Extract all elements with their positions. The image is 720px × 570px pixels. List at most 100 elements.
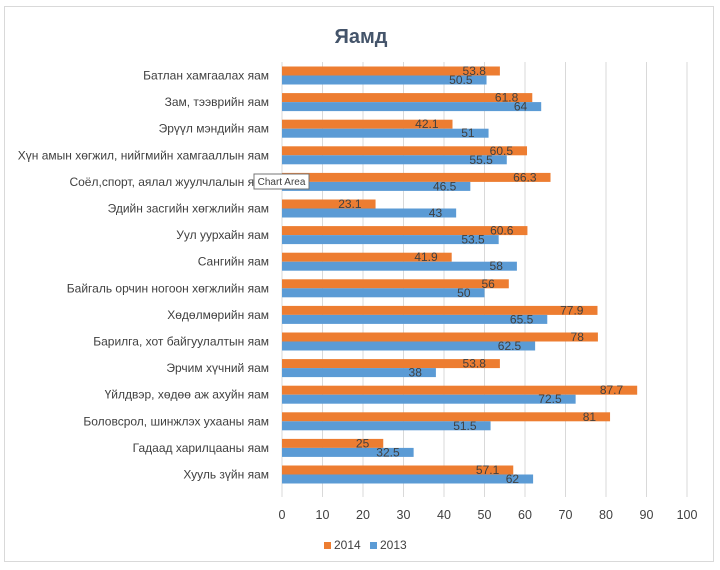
bar-2014[interactable]: [282, 279, 509, 289]
bar-2013[interactable]: [282, 474, 534, 484]
bars: [282, 66, 638, 484]
data-label-2014: 60.5: [490, 144, 514, 158]
labels: 0 10 20 30 40 50 60 70 80 90 100 Батлан хамгаалах я…: [18, 64, 698, 522]
bar-2014[interactable]: [282, 305, 598, 315]
data-label-2013: 53.5: [461, 233, 485, 247]
bar-2014[interactable]: [282, 119, 453, 129]
category-label: Уул уурхайн яам: [176, 228, 269, 242]
x-tick-label: 30: [397, 508, 411, 522]
category-label: Эрчим хүчний яам: [166, 361, 269, 375]
bar-2014[interactable]: [282, 93, 533, 103]
x-tick-label: 90: [640, 508, 654, 522]
chart-area[interactable]: Яамд 0 10 20 30 40 50 60 70 80 90 100 Батлан хамгаа…: [4, 6, 714, 562]
bar-2014[interactable]: [282, 146, 528, 156]
category-label: Эрүүл мэндийн яам: [159, 122, 269, 136]
bar-2014[interactable]: [282, 465, 514, 475]
bar-2014[interactable]: [282, 385, 638, 395]
x-tick-label: 0: [279, 508, 286, 522]
data-label-2013: 51.5: [453, 419, 477, 433]
data-label-2014: 23.1: [338, 197, 362, 211]
category-label: Сангийн яам: [198, 255, 269, 269]
bar-2013[interactable]: [282, 155, 507, 165]
bar-2014[interactable]: [282, 226, 528, 236]
data-label-2014: 56: [481, 277, 495, 291]
bar-2013[interactable]: [282, 421, 491, 431]
bar-2013[interactable]: [282, 235, 499, 245]
data-label-2013: 50: [457, 286, 471, 300]
data-label-2013: 58: [490, 259, 504, 273]
bar-2014[interactable]: [282, 172, 551, 182]
tooltip-text: Chart Area: [258, 177, 306, 188]
legend-swatch-2014: [324, 542, 331, 549]
category-label: Хүн амын хөгжил, нийгмийн хамгааллын яам: [18, 148, 269, 162]
x-tick-label: 40: [437, 508, 451, 522]
data-label-2013: 64: [514, 100, 528, 114]
x-tick-label: 70: [559, 508, 573, 522]
bar-2013[interactable]: [282, 261, 517, 271]
bar-2013[interactable]: [282, 314, 548, 324]
data-label-2013: 62: [506, 472, 520, 486]
bar-2014[interactable]: [282, 438, 384, 448]
data-label-2013: 50.5: [449, 73, 473, 87]
data-label-2014: 66.3: [513, 170, 537, 184]
category-label: Батлан хамгаалах яам: [143, 69, 269, 83]
category-label: Соёл,спорт, аялал жуулчлалын яам: [69, 175, 269, 189]
data-label-2013: 38: [409, 366, 423, 380]
data-label-2014: 87.7: [600, 383, 624, 397]
data-label-2014: 53.8: [463, 357, 487, 371]
data-label-2013: 46.5: [433, 179, 457, 193]
data-label-2013: 65.5: [510, 312, 534, 326]
data-label-2013: 55.5: [469, 153, 493, 167]
data-label-2013: 62.5: [498, 339, 522, 353]
bar-2014[interactable]: [282, 199, 376, 209]
x-tick-label: 80: [599, 508, 613, 522]
bar-2013[interactable]: [282, 102, 542, 112]
data-label-2014: 41.9: [414, 250, 438, 264]
category-label: Үйлдвэр, хөдөө аж ахуйн яам: [105, 388, 269, 402]
bar-2013[interactable]: [282, 368, 436, 378]
bar-2013[interactable]: [282, 447, 414, 457]
bar-2013[interactable]: [282, 394, 576, 404]
data-label-2014: 81: [583, 410, 597, 424]
bar-2014[interactable]: [282, 412, 611, 422]
bar-2014[interactable]: [282, 332, 598, 342]
category-label: Барилга, хот байгуулалтын яам: [93, 335, 269, 349]
bar-2013[interactable]: [282, 341, 536, 351]
bar-2014[interactable]: [282, 252, 452, 262]
legend: 2014 2013: [324, 538, 407, 552]
data-label-2014: 42.1: [415, 117, 439, 131]
data-label-2013: 72.5: [538, 392, 562, 406]
x-tick-label: 50: [478, 508, 492, 522]
bar-2013[interactable]: [282, 208, 457, 218]
chart-area-tooltip: Chart Area: [253, 173, 310, 190]
bar-2013[interactable]: [282, 75, 487, 85]
data-label-2014: 57.1: [476, 463, 500, 477]
legend-label-2013: 2013: [380, 538, 407, 552]
category-label: Хөдөлмөрийн яам: [167, 308, 269, 322]
x-tick-label: 60: [518, 508, 532, 522]
category-label: Боловсрол, шинжлэх ухааны яам: [83, 414, 269, 428]
bar-2013[interactable]: [282, 128, 489, 138]
data-label-2014: 25: [356, 436, 370, 450]
data-label-2014: 61.8: [495, 91, 519, 105]
category-label: Эдийн засгийн хөгжлийн яам: [108, 202, 269, 216]
data-label-2013: 43: [429, 206, 443, 220]
tooltip-box: [253, 173, 310, 190]
bar-2014[interactable]: [282, 359, 500, 369]
category-label: Хууль зүйн яам: [183, 468, 269, 482]
legend-label-2014: 2014: [334, 538, 361, 552]
x-tick-label: 20: [356, 508, 370, 522]
chart-title: Яамд: [335, 26, 388, 48]
x-tick-label: 100: [677, 508, 698, 522]
data-label-2014: 53.8: [463, 64, 487, 78]
bar-2013[interactable]: [282, 181, 471, 191]
category-label: Байгаль орчин ногоон хөгжлийн яам: [67, 281, 269, 295]
category-label: Гадаад харилцааны яам: [133, 441, 269, 455]
data-label-2013: 32.5: [376, 445, 400, 459]
data-label-2014: 77.9: [560, 303, 584, 317]
category-label: Зам, тээврийн яам: [165, 95, 269, 109]
data-label-2013: 51: [461, 126, 475, 140]
data-label-2014: 60.6: [490, 224, 514, 238]
bar-2014[interactable]: [282, 66, 500, 76]
bar-2013[interactable]: [282, 288, 485, 298]
